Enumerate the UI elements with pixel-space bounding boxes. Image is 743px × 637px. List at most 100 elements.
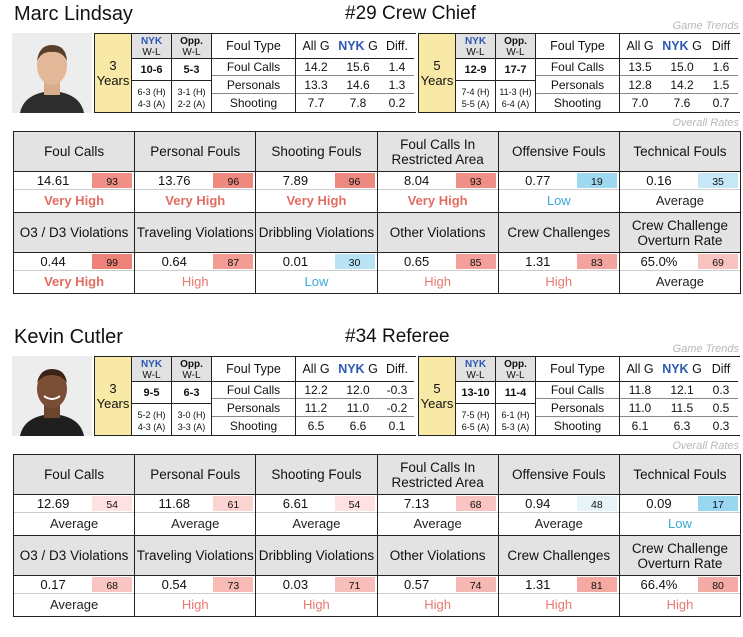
nyk-wl-split: 7-5 (H) 6-5 (A) [461,410,490,432]
all-games-cell: 7.0 [631,96,649,111]
nyk-wl-column: NYK W-L 13-10 7-5 (H) 6-5 (A) [456,357,496,435]
rate-cell: Crew Challenges 1.31 83 High [498,213,620,294]
rate-value: 65.0% [640,254,678,269]
rate-value-row: 11.68 61 [135,495,256,513]
foul-type-cell: Personals [212,76,295,95]
rate-label: Technical Fouls [619,455,741,495]
rate-cell: Personal Fouls 13.76 96 Very High [135,132,257,213]
all-games-header: All G [296,357,336,382]
nyk-wl-total: 13-10 [456,382,495,404]
years-number: 3 [109,58,117,73]
diff-cell: 1.5 [704,76,738,95]
rate-value: 7.13 [403,496,430,511]
diff-cell: 0.7 [712,96,730,111]
referee-card: Marc Lindsay #29 Crew Chief Game Trends … [0,0,743,300]
nyk-wl-column: NYK W-L 12-9 7-4 (H) 5-5 (A) [456,34,496,112]
rate-value: 0.54 [161,577,187,592]
rate-cell: Personal Fouls 11.68 61 Average [135,455,257,536]
rates-row: O3 / D3 Violations 0.17 68 Average Traveling… [14,536,742,617]
opp-wl-split: 6-1 (H) 5-3 (A) [501,410,530,432]
percentile-badge: 83 [576,254,617,269]
rate-value: 13.76 [157,173,191,188]
rate-label: Traveling Violations [135,536,256,576]
diff-cell: 1.4 [380,59,414,77]
trend-table-3yr: 3 Years NYK W-L 10-6 6-3 (H) 4-3 (A) Opp. W… [94,33,416,113]
rate-label: Dribbling Violations [256,536,377,576]
rate-value-row: 13.76 96 [135,172,256,190]
rate-cell: Crew Challenge Overturn Rate 66.4% 80 High [619,536,742,617]
referee-headshot-icon [12,356,92,436]
percentile-badge: 73 [213,577,254,592]
nyk-games-cell: 6.3 [673,419,691,434]
nyk-wl-total: 9-5 [132,382,171,404]
referee-card: Kevin Cutler #34 Referee Game Trends 3 Y… [0,323,743,623]
rate-label: Personal Fouls [135,132,256,172]
rate-value-row: 7.89 96 [256,172,377,190]
referee-photo [12,356,92,436]
rate-value-row: 0.65 85 [377,253,498,271]
foul-type-cell: Foul Calls [212,59,295,77]
nyk-games-cell: 6.6 [349,419,367,434]
opp-wl-column: Opp. W-L 5-3 3-1 (H) 2-2 (A) [172,34,212,112]
all-games-column: All G 12.2 11.2 6.5 [296,357,336,435]
rate-value: 0.09 [646,496,672,511]
rate-cell: Dribbling Violations 0.03 71 High [256,536,378,617]
rating-text: High [303,597,330,612]
rate-cell: Technical Fouls 0.09 17 Low [619,455,742,536]
diff-cell: 0.3 [712,419,730,434]
rate-value: 0.16 [646,173,672,188]
percentile-badge: 54 [92,496,133,511]
rate-label: Shooting Fouls [256,455,377,495]
rate-label: Foul Calls In Restricted Area [377,455,498,495]
foul-type-header: Foul Type [212,357,295,382]
rate-cell: O3 / D3 Violations 0.17 68 Average [14,536,136,617]
nyk-wl-header: NYK W-L [456,357,495,382]
diff-header: Diff [704,34,738,59]
percentile-badge: 19 [576,173,617,188]
nyk-wl-header: NYK W-L [132,34,171,59]
rate-value-row: 66.4% 80 [619,576,741,594]
rate-value: 0.17 [40,577,66,592]
percentile-badge: 74 [455,577,496,592]
all-games-header: All G [620,34,660,59]
rate-value: 0.77 [525,173,551,188]
percentile-badge: 99 [92,254,133,269]
rate-value-row: 0.03 71 [256,576,377,594]
percentile-badge: 35 [698,173,739,188]
rating-text: Average [413,516,462,531]
rate-label: O3 / D3 Violations [14,536,135,576]
all-games-cell: 12.8 [620,76,660,95]
diff-cell: 0.2 [388,96,406,111]
rate-value-row: 6.61 54 [256,495,377,513]
diff-cell: 0.1 [388,419,406,434]
rate-cell: Technical Fouls 0.16 35 Average [619,132,742,213]
diff-cell: 0.5 [704,399,738,418]
years-word: Years [96,396,130,411]
opp-wl-total: 17-7 [496,59,535,81]
rate-label: Crew Challenge Overturn Rate [619,213,741,253]
nyk-wl-total: 12-9 [456,59,495,81]
opp-wl-split: 11-3 (H) 6-4 (A) [499,87,532,109]
rate-cell: Shooting Fouls 6.61 54 Average [256,455,378,536]
percentile-badge: 87 [213,254,254,269]
diff-header: Diff. [380,357,414,382]
opp-wl-split: 3-0 (H) 3-3 (A) [177,410,206,432]
diff-cell: -0.2 [380,399,414,418]
rate-cell: Foul Calls 12.69 54 Average [14,455,136,536]
rate-label: O3 / D3 Violations [14,213,135,253]
nyk-games-column: NYK G 15.0 14.2 7.6 [660,34,704,112]
rate-label: Offensive Fouls [498,132,619,172]
diff-cell: 0.3 [704,382,738,400]
rate-cell: O3 / D3 Violations 0.44 99 Very High [14,213,136,294]
foul-type-column: Foul Type Foul Calls Personals Shooting [212,357,296,435]
all-games-column: All G 13.5 12.8 7.0 [620,34,660,112]
rate-cell: Foul Calls In Restricted Area 8.04 93 Very … [377,132,499,213]
percentile-badge: 68 [92,577,133,592]
rate-value-row: 0.17 68 [14,576,135,594]
rate-cell: Dribbling Violations 0.01 30 Low [256,213,378,294]
years-number: 5 [433,381,441,396]
overall-rates-label: Overall Rates [672,117,739,129]
trend-table-3yr: 3 Years NYK W-L 9-5 5-2 (H) 4-3 (A) Opp. W-… [94,356,416,436]
nyk-games-cell: 14.2 [660,76,704,95]
percentile-badge: 93 [92,173,133,188]
